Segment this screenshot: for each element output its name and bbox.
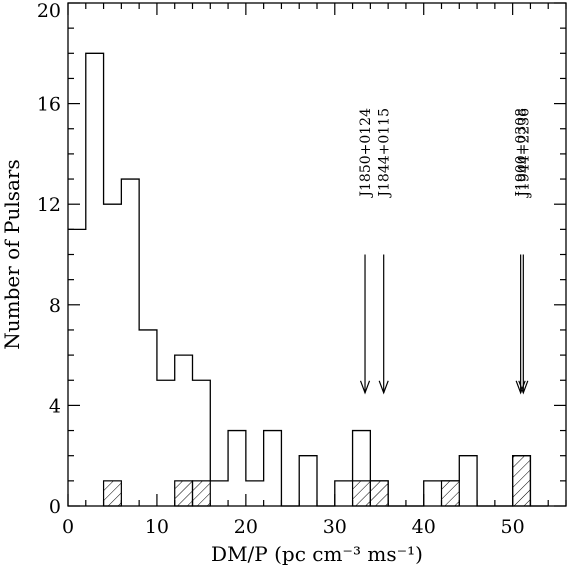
axis-ticks-layer: [67, 2, 567, 507]
x-tick-label: 0: [62, 516, 74, 538]
hatched-bars-layer: [102, 455, 532, 507]
hatched-bar: [512, 455, 532, 507]
x-tick-label: 30: [323, 516, 347, 538]
plot-frame: [67, 2, 567, 507]
hatched-bar: [351, 480, 371, 507]
annotation-label: J1850+0124: [358, 108, 374, 199]
x-tick-label: 20: [234, 516, 258, 538]
x-tick-label: 40: [412, 516, 436, 538]
y-tick-label: 4: [49, 395, 61, 417]
hatched-bar: [102, 480, 122, 507]
x-axis-title: DM/P (pc cm⁻³ ms⁻¹): [211, 542, 423, 566]
y-tick-label: 8: [49, 295, 61, 317]
annotation-arrowhead: [359, 380, 371, 395]
open-histogram-series: [68, 52, 549, 507]
hatched-bar: [369, 480, 389, 507]
y-tick-label: 16: [37, 94, 61, 116]
x-tick-label: 10: [145, 516, 169, 538]
y-tick-label: 12: [37, 194, 61, 216]
hatched-bar: [440, 480, 460, 507]
tick-labels-layer: 0 10 20 30 40 50 0 4 8 12 16 20: [37, 0, 525, 538]
annotation-label: J1900+0308: [514, 108, 530, 199]
annotation-label: J1844+0115: [377, 108, 393, 199]
annotation-arrowhead: [518, 380, 529, 395]
x-tick-label: 50: [501, 516, 525, 538]
y-axis-title: Number of Pulsars: [0, 159, 24, 349]
y-tick-label: 20: [37, 0, 61, 22]
annotation-label: J1944+2236: [516, 108, 532, 199]
hatched-bar: [174, 480, 194, 507]
annotation-arrowhead: [378, 380, 389, 395]
hatched-bar: [191, 480, 211, 507]
y-tick-label: 0: [49, 496, 61, 518]
